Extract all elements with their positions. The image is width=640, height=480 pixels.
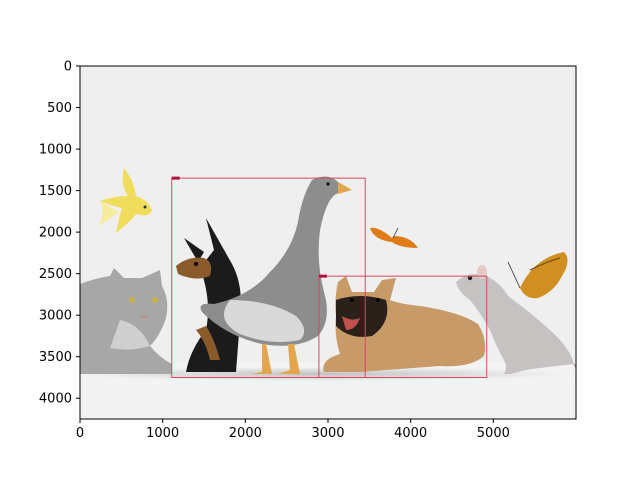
y-tick-label: 2000 (39, 226, 72, 241)
bounding-boxes (171, 176, 488, 378)
y-tick-label: 2500 (39, 267, 72, 282)
x-axis: 0 1000 2000 3000 4000 5000 (76, 419, 510, 441)
bounding-box-tab (171, 176, 180, 180)
goldfish-icon (98, 168, 152, 233)
y-tick-label: 1500 (39, 184, 72, 199)
y-tick-label: 1000 (39, 143, 72, 158)
bounding-box (318, 275, 488, 378)
french-bulldog-icon (323, 276, 486, 372)
y-tick-label: 500 (47, 101, 72, 116)
x-tick-label: 2000 (229, 426, 262, 441)
animal-photo (80, 66, 576, 419)
y-axis: 0 500 1000 1500 2000 2500 3000 3500 4000 (39, 60, 80, 407)
x-tick-label: 0 (76, 426, 84, 441)
cat-icon (80, 268, 172, 374)
mouse-icon (456, 265, 576, 380)
y-tick-label: 0 (64, 60, 72, 75)
x-tick-label: 4000 (394, 426, 427, 441)
bounding-box (171, 177, 366, 378)
y-tick-label: 4000 (39, 392, 72, 407)
chihuahua-icon (176, 218, 241, 372)
y-tick-label: 3500 (39, 350, 72, 365)
x-tick-label: 3000 (311, 426, 344, 441)
x-tick-label: 1000 (146, 426, 179, 441)
butterfly-icon (507, 252, 568, 299)
butterfly-icon (370, 227, 418, 248)
y-tick-label: 3000 (39, 309, 72, 324)
bounding-box-tab (318, 274, 327, 278)
x-tick-label: 5000 (477, 426, 510, 441)
goose-icon (200, 176, 352, 374)
